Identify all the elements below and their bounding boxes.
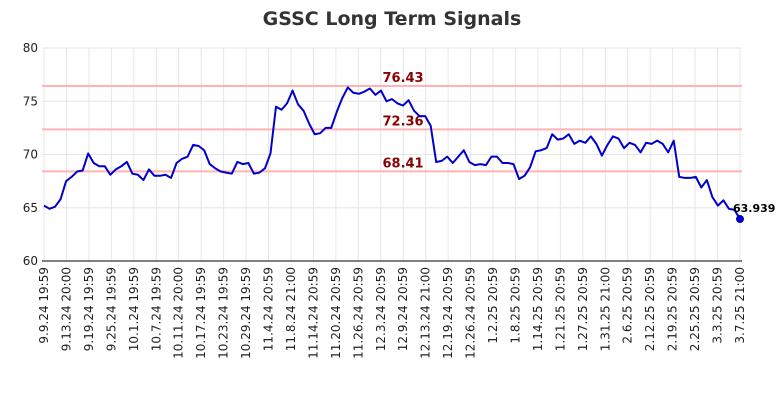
level-label: 76.43	[382, 71, 423, 86]
x-tick-label: 1.31.25 21:00	[598, 267, 612, 351]
x-tick-label: 12.26.24 20:59	[464, 267, 478, 359]
x-tick-label: 12.19.24 20:59	[441, 267, 455, 359]
x-tick-label: 2.6.25 20:59	[621, 267, 635, 344]
x-tick-label: 10.1.24 19:59	[127, 267, 141, 351]
grid	[42, 47, 742, 262]
x-tick-label: 3.3.25 20:59	[711, 267, 725, 344]
x-tick-label: 10.11.24 20:00	[172, 267, 186, 359]
x-tick-label: 9.25.24 19:59	[104, 267, 118, 351]
y-tick-label: 80	[23, 41, 38, 55]
x-tick-label: 12.3.24 20:59	[374, 267, 388, 351]
chart-title: GSSC Long Term Signals	[263, 8, 522, 30]
y-tick-label: 70	[23, 148, 38, 162]
y-tick-label: 75	[23, 94, 38, 108]
x-tick-label: 12.13.24 21:00	[419, 267, 433, 359]
x-tick-label: 12.9.24 20:59	[396, 267, 410, 351]
x-tick-label: 11.14.24 20:59	[306, 267, 320, 359]
x-tick-label: 10.7.24 19:59	[149, 267, 163, 351]
x-tick-label: 9.19.24 19:59	[82, 267, 96, 351]
last-point	[736, 215, 744, 224]
x-tick-label: 10.29.24 19:59	[239, 267, 253, 359]
x-tick-label: 11.4.24 20:59	[262, 267, 276, 351]
x-tick-label: 2.19.25 20:59	[666, 267, 680, 351]
x-tick-label: 10.17.24 19:59	[194, 267, 208, 359]
signal-levels: 76.43 72.36 68.41	[42, 71, 742, 173]
x-tick-label: 1.21.25 20:59	[553, 267, 567, 351]
x-tick-label: 11.8.24 21:00	[284, 267, 298, 351]
x-tick-label: 2.25.25 20:59	[688, 267, 702, 351]
x-tick-label: 3.7.25 21:00	[733, 267, 747, 344]
x-tick-label: 10.23.24 19:59	[217, 267, 231, 359]
x-tick-label: 1.8.25 20:59	[508, 267, 522, 344]
x-tick-label: 11.26.24 20:59	[351, 267, 365, 359]
x-tick-label: 1.14.25 20:59	[531, 267, 545, 351]
y-tick-label: 65	[23, 201, 38, 215]
x-tick-label: 9.9.24 19:59	[37, 267, 51, 344]
x-tick-label: 11.20.24 20:59	[329, 267, 343, 359]
x-tick-label: 2.12.25 20:59	[643, 267, 657, 351]
x-tick-label: 1.27.25 20:59	[576, 267, 590, 351]
price-line	[43, 86, 741, 220]
x-tick-label: 1.2.25 20:59	[486, 267, 500, 344]
level-label: 68.41	[382, 156, 423, 171]
series-line: 63.939	[43, 86, 775, 224]
level-label: 72.36	[382, 114, 423, 129]
last-value-label: 63.939	[733, 202, 775, 215]
y-tick-label: 60	[23, 254, 38, 268]
y-axis: 60 65 70 75 80	[23, 41, 38, 268]
x-tick-label: 9.13.24 20:00	[59, 267, 73, 351]
x-axis: 9.9.24 19:59 9.13.24 20:00 9.19.24 19:59 9.…	[37, 260, 747, 359]
